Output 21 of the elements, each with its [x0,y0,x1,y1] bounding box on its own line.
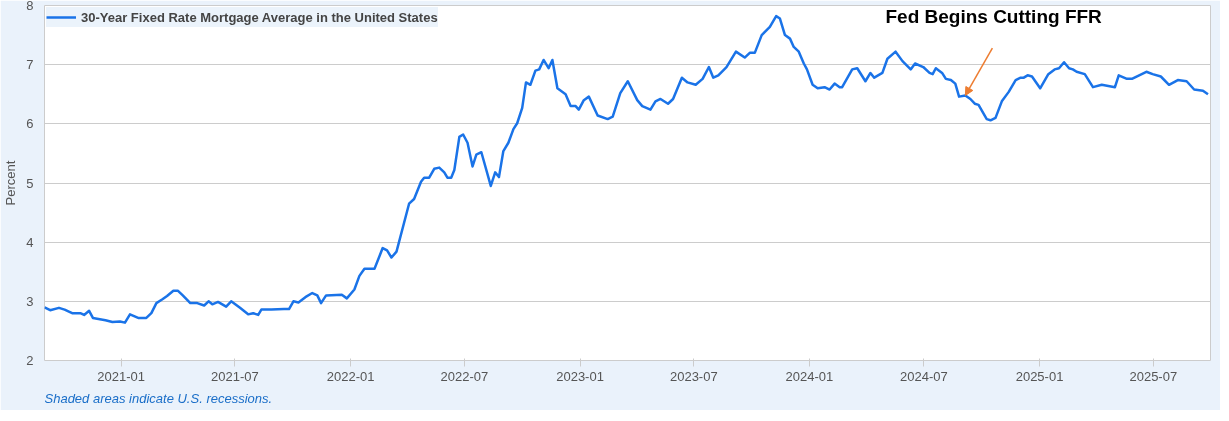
x-tick-label: 2024-01 [785,368,834,384]
y-tick-label: 4 [26,234,34,250]
x-tick-label: 2021-07 [211,368,259,384]
y-tick-label: 8 [26,0,34,13]
y-axis-title: Percent [3,160,19,206]
x-tick-label: 2023-01 [556,368,604,384]
x-tick-label: 2022-07 [440,368,489,384]
y-tick-label: 2 [26,353,34,368]
y-tick-label: 6 [26,116,34,132]
legend-label: 30-Year Fixed Rate Mortgage Average in the United States [81,9,438,25]
x-tick-label: 2022-01 [326,368,375,384]
x-tick-label: 2024-07 [900,368,948,384]
x-tick-label: 2023-07 [669,368,718,384]
x-tick-label: 2025-01 [1015,368,1064,384]
text: Shaded areas indicate U.S. recessions. [44,390,273,406]
x-tick-label: 2021-01 [97,368,146,384]
y-tick-label: 7 [26,57,34,73]
y-tick-label: 3 [26,293,34,309]
annotation: Fed Begins Cutting FFR [885,5,1103,27]
x-tick-label: 2025-07 [1129,368,1178,384]
y-tick-label: 5 [26,175,34,191]
